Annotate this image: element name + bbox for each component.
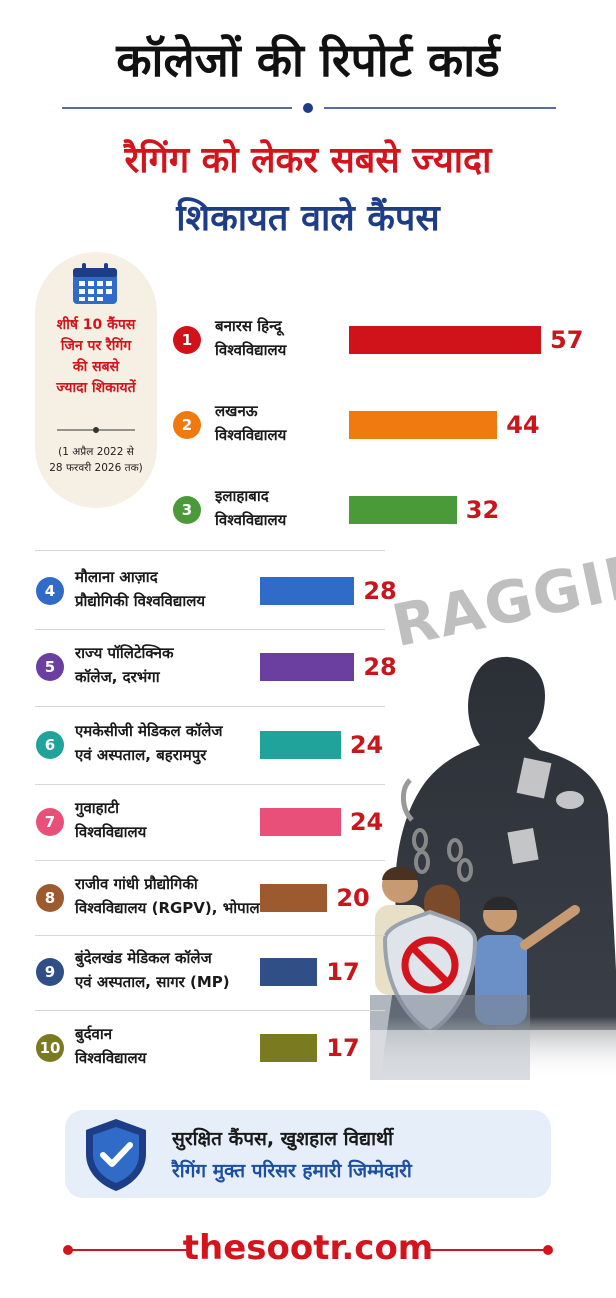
rank-badge: 8 <box>36 884 64 912</box>
rank-badge: 5 <box>36 653 64 681</box>
rank-badge: 10 <box>36 1034 64 1062</box>
category-label: इलाहाबाद विश्वविद्यालय <box>215 487 287 529</box>
shield-icon <box>86 1119 146 1191</box>
row-separator <box>35 783 385 785</box>
category-label: लखनऊ विश्वविद्यालय <box>215 402 287 444</box>
calendar-icon <box>73 263 117 304</box>
category-label: एमकेसीजी मेडिकल कॉलेज एवं अस्पताल, बहराम… <box>75 722 223 764</box>
rank-badge: 3 <box>173 496 201 524</box>
bar <box>260 1034 318 1062</box>
title-divider <box>62 103 556 113</box>
value-label: 17 <box>326 958 360 986</box>
rank-badge: 1 <box>173 326 201 354</box>
rank-badge: 6 <box>36 731 64 759</box>
value-label: 24 <box>349 808 384 836</box>
row-separator <box>35 550 385 551</box>
value-label: 17 <box>326 1034 360 1062</box>
bar <box>260 577 355 605</box>
panel-divider <box>57 427 135 433</box>
bar <box>260 731 341 759</box>
value-label: 20 <box>336 884 370 912</box>
row-separator <box>35 706 385 707</box>
category-label: मौलाना आज़ाद प्रौद्योगिकी विश्वविद्यालय <box>75 568 206 610</box>
value-label: 57 <box>550 326 584 354</box>
title: कॉलेजों की रिपोर्ट कार्ड <box>116 33 500 87</box>
rank-badge: 9 <box>36 958 64 986</box>
rank-badge: 7 <box>36 808 64 836</box>
footer-text: रैगिंग मुक्त परिसर हमारी जिम्मेदारी <box>172 1160 412 1182</box>
rank-badge: 2 <box>173 411 201 439</box>
row-separator <box>35 935 385 936</box>
category-label: राजीव गांधी प्रौद्योगिकी विश्वविद्यालय (… <box>75 875 260 917</box>
value-label: 28 <box>363 577 397 605</box>
category-label: बुंदेलखंड मेडिकल कॉलेज एवं अस्पताल, सागर… <box>75 949 230 991</box>
bar <box>349 326 541 354</box>
row-separator <box>35 629 385 630</box>
bar <box>349 496 457 524</box>
brand-divider <box>63 1245 553 1255</box>
panel-text: शीर्ष 10 कैंपस जिन पर रैगिंग की सबसे ज्य… <box>56 317 136 396</box>
subtitle: रैगिंग को लेकर सबसे ज्यादा <box>124 140 492 181</box>
bar <box>349 411 498 439</box>
category-label: गुवाहाटी विश्वविद्यालय <box>75 799 147 841</box>
value-label: 44 <box>506 411 540 439</box>
rank-badge: 4 <box>36 577 64 605</box>
value-label: 32 <box>465 496 500 524</box>
value-label: 28 <box>363 653 397 681</box>
subtitle: शिकायत वाले कैंपस <box>176 198 440 239</box>
row-separator <box>35 1010 385 1011</box>
panel-note: (1 अप्रैल 2022 से 28 फरवरी 2026 तक) <box>49 446 143 474</box>
bar <box>260 958 318 986</box>
value-label: 24 <box>349 731 384 759</box>
bar <box>260 808 341 836</box>
brand: thesootr.com <box>182 1228 434 1268</box>
illustration <box>340 656 616 1080</box>
category-label: राज्य पॉलिटेक्निक कॉलेज, दरभंगा <box>75 644 174 686</box>
bar <box>260 884 328 912</box>
footer-text: सुरक्षित कैंपस, खुशहाल विद्यार्थी <box>172 1128 394 1150</box>
category-label: बनारस हिन्दू विश्वविद्यालय <box>215 317 287 359</box>
bar <box>260 653 355 681</box>
category-label: बुर्दवान विश्वविद्यालय <box>75 1025 147 1067</box>
row-separator <box>35 860 385 861</box>
